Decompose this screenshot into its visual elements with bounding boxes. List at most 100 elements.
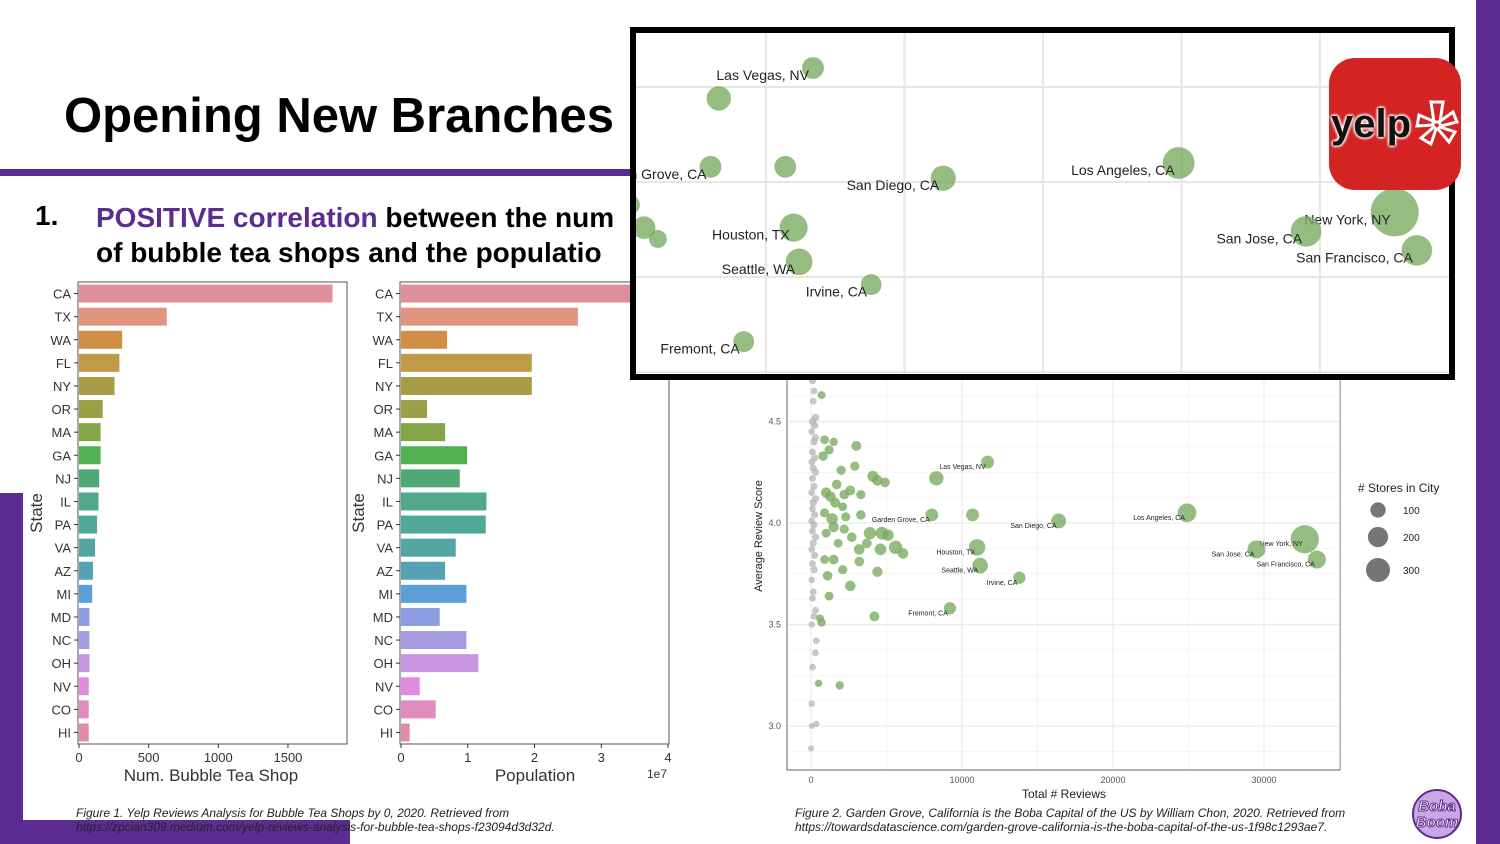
city-point	[968, 539, 986, 556]
green-point	[966, 508, 979, 522]
inset-city-point	[785, 248, 813, 276]
gray-point	[812, 649, 819, 657]
gray-point	[809, 505, 816, 513]
y-tick-label: 3.0	[768, 721, 781, 731]
scatter-frame	[786, 369, 1341, 771]
y-tick-label: MD	[51, 610, 71, 625]
green-point	[841, 512, 851, 522]
inset-city-point	[1401, 235, 1433, 266]
bar-ga	[79, 446, 101, 465]
gray-point	[812, 637, 820, 645]
green-point	[845, 485, 856, 496]
svg-text:Boba: Boba	[1418, 798, 1456, 815]
zoomed-scatter-inset: Las Vegas, NV Garden Grove, CA San Diego, …	[630, 27, 1455, 380]
y-tick-label: NC	[52, 633, 71, 648]
y-tick-label: MD	[373, 610, 393, 625]
city-label: Las Vegas, NV	[939, 464, 986, 471]
green-point	[851, 440, 862, 451]
inset-city-label: San Diego, CA	[847, 177, 940, 193]
city-point	[1307, 550, 1326, 569]
green-point	[820, 555, 830, 564]
y-tick-label: 4.0	[768, 518, 781, 528]
y-tick-label: NJ	[55, 471, 71, 486]
green-point	[824, 445, 834, 455]
inset-city-label: Las Vegas, NV	[716, 67, 809, 83]
inset-green-point	[648, 230, 667, 248]
x-tick-label: 500	[138, 750, 160, 765]
y-tick-label: PA	[377, 518, 394, 533]
inset-city-label: Irvine, CA	[806, 284, 868, 300]
gray-point	[810, 566, 818, 574]
bar1-ylabel: State	[27, 493, 46, 533]
city-point	[981, 455, 995, 469]
inset-city-label: Seattle, WA	[722, 261, 796, 277]
y-tick-label: OR	[374, 402, 394, 417]
gray-point	[810, 387, 818, 395]
gray-point	[810, 482, 818, 491]
x-tick-label: 30000	[1251, 775, 1276, 785]
legend-size-label: 300	[1403, 566, 1420, 577]
green-point	[836, 465, 846, 475]
y-tick-label: VA	[377, 541, 394, 556]
bar-ny	[79, 376, 115, 395]
bar-md	[79, 607, 90, 626]
bar-nj	[401, 469, 460, 488]
y-tick-label: NC	[374, 633, 393, 648]
bar-il	[401, 492, 487, 511]
x-tick-label: 0	[808, 775, 813, 785]
gray-point	[809, 499, 817, 507]
bar-va	[79, 538, 96, 557]
bar-tx	[79, 307, 167, 326]
green-point	[897, 548, 909, 559]
y-tick-label: OH	[52, 656, 72, 671]
green-point	[863, 527, 877, 540]
legend-size-circle	[1365, 557, 1391, 583]
legend-size-label: 200	[1403, 533, 1420, 544]
inset-green-point	[774, 155, 797, 178]
inset-city-point	[1370, 188, 1419, 237]
gray-point	[812, 606, 819, 614]
green-point	[850, 461, 860, 471]
gray-point	[808, 621, 815, 628]
green-point	[819, 508, 830, 518]
y-tick-label: IL	[60, 494, 71, 509]
y-tick-label: CO	[52, 702, 72, 717]
y-tick-label: WA	[51, 333, 72, 348]
gray-point	[810, 521, 818, 529]
bar-fl	[79, 353, 120, 372]
gray-point	[808, 545, 816, 553]
y-tick-label: GA	[52, 448, 71, 463]
city-point	[1177, 503, 1197, 523]
inset-city-point	[699, 155, 722, 178]
gray-point	[808, 723, 815, 729]
green-point	[828, 554, 839, 565]
city-label: San Diego, CA	[1010, 523, 1057, 530]
bar-mi	[401, 584, 467, 603]
x-tick-label: 0	[75, 750, 82, 765]
y-tick-label: GA	[374, 448, 393, 463]
bar-ny	[401, 376, 532, 395]
city-label: Houston, TX	[936, 549, 975, 556]
bar-tx	[401, 307, 578, 326]
figure1-caption-line1: Figure 1. Yelp Reviews Analysis for Bubb…	[76, 806, 510, 820]
green-point	[874, 543, 887, 556]
bar-wa	[401, 330, 448, 349]
inset-city-point	[1162, 147, 1195, 179]
green-point	[854, 556, 865, 567]
city-point	[1013, 571, 1026, 584]
figure1-caption-url: https://zpcian309.medium.com/yelp-review…	[76, 820, 555, 834]
green-point	[816, 614, 825, 623]
left-accent-band	[0, 493, 23, 844]
plot-frame	[399, 281, 670, 745]
green-point	[856, 510, 866, 520]
bar-il	[79, 492, 99, 511]
gray-point	[810, 612, 818, 620]
bar-nj	[79, 469, 100, 488]
gray-point	[811, 533, 820, 541]
gray-point	[809, 588, 817, 596]
yelp-burst-icon	[1415, 100, 1460, 147]
legend-size-circle	[1367, 526, 1389, 548]
gray-point	[809, 663, 816, 671]
green-point	[856, 489, 866, 500]
gray-point	[808, 458, 816, 466]
